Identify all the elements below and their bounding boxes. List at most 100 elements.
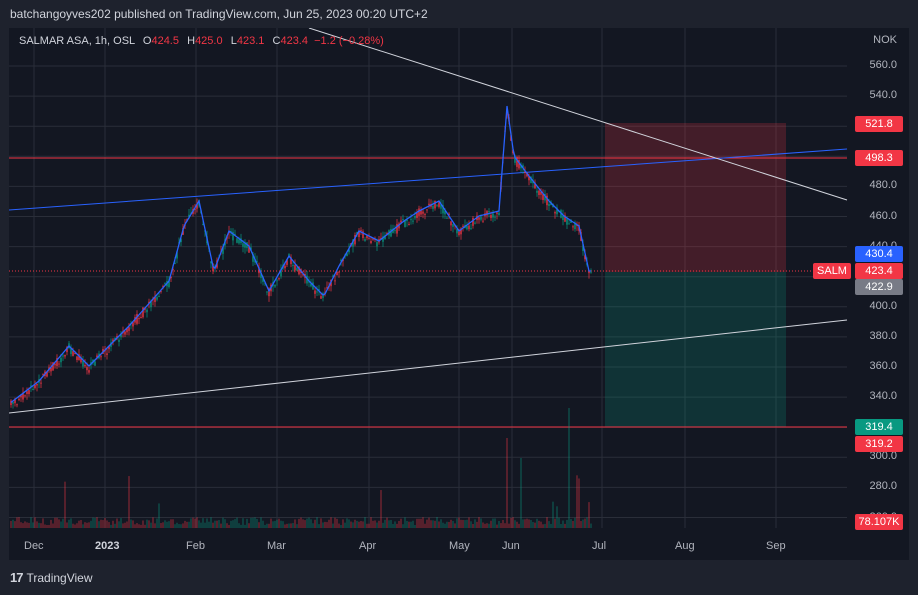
candle-body xyxy=(410,219,412,221)
candle-body xyxy=(118,339,120,342)
volume-bar xyxy=(394,521,396,528)
candle-body xyxy=(136,314,138,324)
candle-body xyxy=(354,235,356,245)
candle-body xyxy=(46,371,48,377)
candle-body xyxy=(472,217,474,226)
candle-body xyxy=(496,212,498,214)
candle-body xyxy=(252,254,254,262)
volume-bar xyxy=(426,519,428,528)
candle-body xyxy=(176,251,178,259)
resistance-price-tag: 498.3 xyxy=(855,150,903,166)
candle-body xyxy=(284,265,286,269)
volume-bar xyxy=(56,517,58,528)
volume-bar xyxy=(76,523,78,528)
volume-bar xyxy=(410,521,412,528)
volume-bar xyxy=(360,520,362,528)
close-value: 423.4 xyxy=(280,35,308,47)
volume-bar xyxy=(138,524,140,528)
volume-bar xyxy=(72,523,74,528)
volume-bar xyxy=(304,520,306,528)
volume-bar xyxy=(292,523,294,528)
volume-bar xyxy=(266,523,268,528)
volume-bar xyxy=(308,517,310,528)
y-tick-label: 560.0 xyxy=(869,59,897,71)
candle-body xyxy=(106,353,108,355)
price-chart[interactable] xyxy=(9,28,909,560)
volume-bar xyxy=(468,517,470,528)
volume-bar xyxy=(62,518,64,528)
volume-bar xyxy=(436,517,438,528)
volume-bar xyxy=(528,519,530,528)
x-tick-label: 2023 xyxy=(95,540,120,552)
volume-bar xyxy=(398,520,400,528)
candle-body xyxy=(518,159,520,169)
volume-bar xyxy=(540,521,542,528)
candle-body xyxy=(420,210,422,215)
candle-body xyxy=(456,229,458,234)
candle-body xyxy=(306,275,308,284)
moving-average-line xyxy=(10,105,591,404)
volume-bar xyxy=(286,523,288,528)
volume-bar xyxy=(500,523,502,528)
volume-bar xyxy=(416,518,418,528)
candle-body xyxy=(588,271,590,274)
volume-bar xyxy=(372,520,374,528)
candle-body xyxy=(448,213,450,216)
candle-body xyxy=(82,360,84,367)
volume-bar xyxy=(390,519,392,528)
volume-bar xyxy=(428,517,430,528)
candle-body xyxy=(268,288,270,297)
candle-body xyxy=(76,356,78,361)
volume-bar xyxy=(484,523,486,528)
candle-body xyxy=(426,209,428,211)
volume-bar xyxy=(140,524,142,528)
candle-body xyxy=(544,193,546,201)
candle-body xyxy=(32,389,34,391)
volume-bar xyxy=(508,523,510,528)
candle-body xyxy=(428,203,430,206)
volume-bar xyxy=(12,519,14,528)
candle-body xyxy=(294,265,296,271)
volume-bar xyxy=(424,523,426,528)
volume-bar xyxy=(14,521,16,528)
candle-body xyxy=(412,220,414,222)
candle-body xyxy=(396,223,398,234)
candle-body xyxy=(384,235,386,240)
last-price-tag: 423.4 xyxy=(855,263,903,279)
volume-bar xyxy=(506,438,508,528)
volume-bar xyxy=(580,521,582,528)
candle-body xyxy=(52,362,54,371)
volume-bar xyxy=(54,517,56,528)
candle-body xyxy=(298,266,300,275)
volume-bar xyxy=(38,522,40,528)
volume-bar xyxy=(530,520,532,528)
candle-body xyxy=(302,274,304,276)
volume-bar xyxy=(236,517,238,528)
volume-bar xyxy=(480,518,482,528)
volume-bar xyxy=(114,523,116,528)
volume-bar xyxy=(324,521,326,528)
candle-body xyxy=(482,220,484,222)
volume-bar xyxy=(58,519,60,528)
candle-body xyxy=(244,242,246,248)
candle-body xyxy=(314,290,316,294)
volume-bar xyxy=(588,502,590,528)
volume-bar xyxy=(52,523,54,528)
candle-body xyxy=(72,351,74,356)
volume-bar xyxy=(486,523,488,528)
volume-bar xyxy=(294,519,296,528)
volume-bar xyxy=(374,520,376,528)
volume-bar xyxy=(170,519,172,528)
ascending-trend-line xyxy=(9,319,848,414)
candle-body xyxy=(18,398,20,401)
chart-area[interactable]: SALMAR ASA, 1h, OSL O424.5 H425.0 L423.1… xyxy=(9,28,909,560)
candle-body xyxy=(340,259,342,261)
volume-bar xyxy=(216,520,218,528)
tradingview-logo[interactable]: 17 TradingView xyxy=(10,570,93,585)
candle-body xyxy=(516,157,518,167)
candle-body xyxy=(560,210,562,218)
volume-bar xyxy=(578,478,580,528)
candle-body xyxy=(66,347,68,353)
volume-bar xyxy=(300,517,302,528)
volume-bar xyxy=(584,518,586,528)
